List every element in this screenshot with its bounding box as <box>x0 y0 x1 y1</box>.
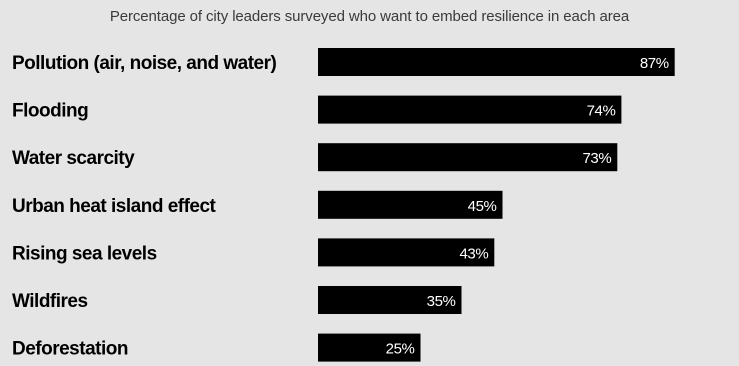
category-label: Water scarcity <box>12 148 135 169</box>
category-label: Flooding <box>12 101 88 122</box>
bar <box>318 286 462 314</box>
value-label: 43% <box>459 245 488 262</box>
bar <box>318 95 622 124</box>
category-label: Pollution (air, noise, and water) <box>12 53 276 74</box>
bar <box>318 190 503 219</box>
value-label: 25% <box>386 341 415 358</box>
category-label: Wildfires <box>12 291 88 312</box>
bar <box>318 333 421 362</box>
bar <box>318 238 495 267</box>
value-label: 74% <box>587 103 616 120</box>
bars-group: Pollution (air, noise, and water) 87% Floo… <box>12 48 675 362</box>
bar <box>318 143 618 172</box>
category-label: Urban heat island effect <box>12 196 217 217</box>
chart-subtitle: Percentage of city leaders surveyed who … <box>109 8 630 25</box>
category-label: Rising sea levels <box>12 243 157 264</box>
category-label: Deforestation <box>12 339 128 360</box>
value-label: 73% <box>582 150 611 167</box>
value-label: 35% <box>427 293 456 310</box>
bar <box>318 48 675 76</box>
value-label: 87% <box>640 55 669 72</box>
value-label: 45% <box>468 198 497 215</box>
